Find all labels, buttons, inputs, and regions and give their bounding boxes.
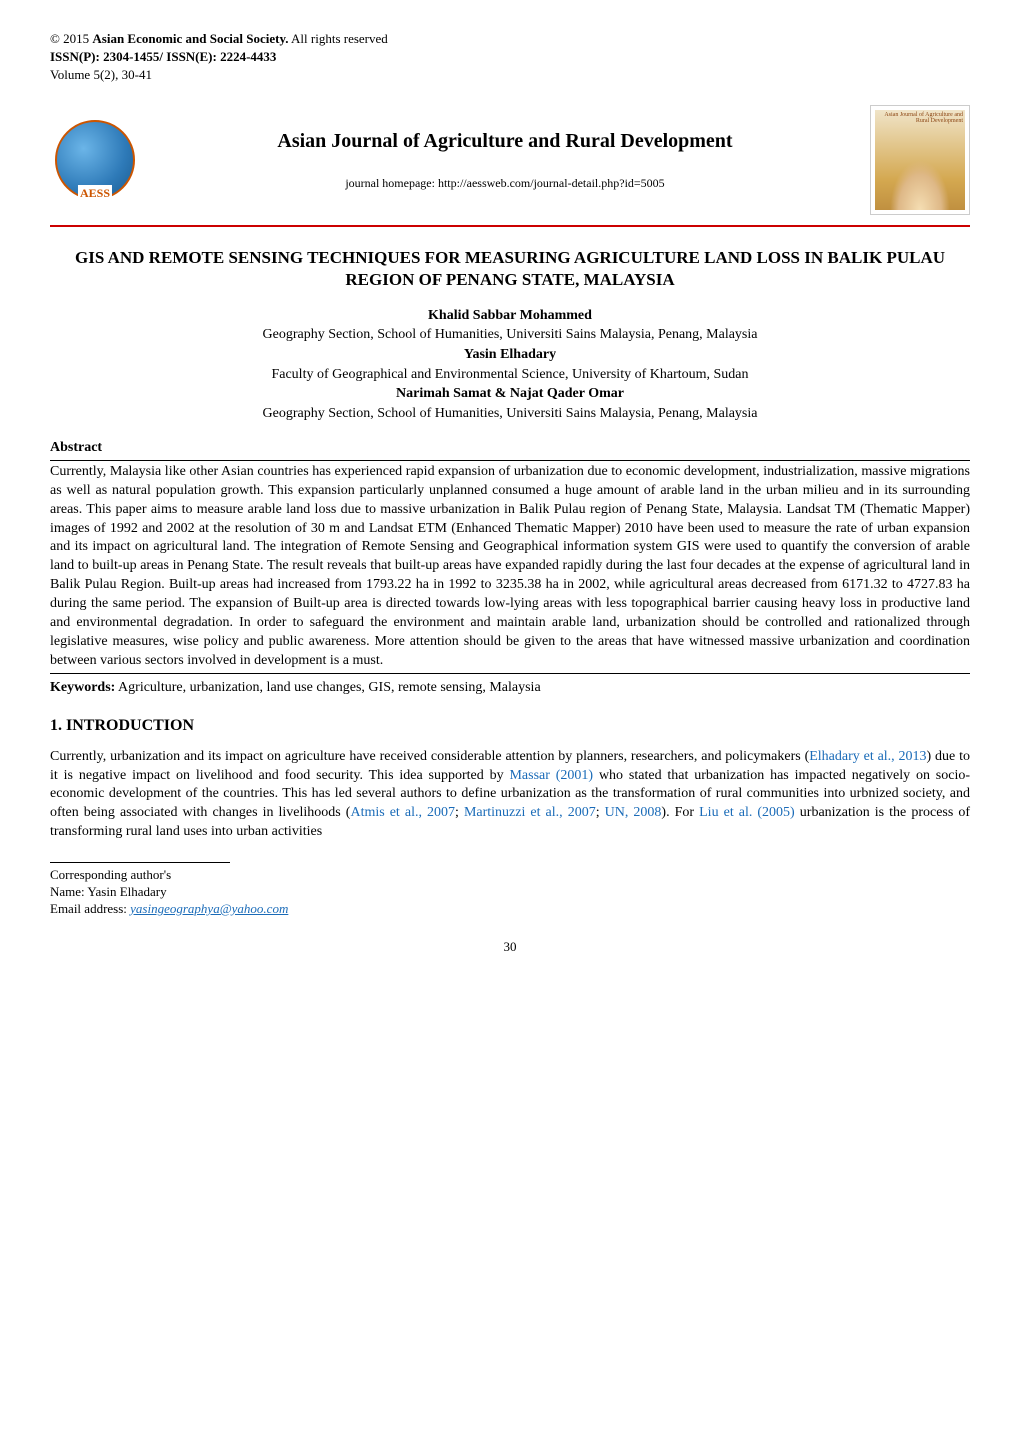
footnote-name-line: Name: Yasin Elhadary [50,884,970,901]
authors-block: Khalid Sabbar Mohammed Geography Section… [50,306,970,424]
affiliation-3: Geography Section, School of Humanities,… [50,404,970,424]
abstract-bottom-rule [50,673,970,674]
banner-center: Asian Journal of Agriculture and Rural D… [140,127,870,192]
citation-martinuzzi: Martinuzzi et al., 2007 [464,805,596,820]
abstract-text: Currently, Malaysia like other Asian cou… [50,463,970,671]
abstract-heading: Abstract [50,438,970,458]
introduction-heading: 1. INTRODUCTION [50,715,970,737]
keywords-text: Agriculture, urbanization, land use chan… [115,680,540,695]
footnote-block: Corresponding author's Name: Yasin Elhad… [50,867,970,918]
footnote-rule [50,862,230,863]
volume-line: Volume 5(2), 30-41 [50,66,970,84]
publisher-logo [50,115,140,205]
citation-massar: Massar (2001) [509,768,593,783]
globe-icon [55,120,135,200]
publication-header: © 2015 Asian Economic and Social Society… [50,30,970,85]
journal-banner: Asian Journal of Agriculture and Rural D… [50,95,970,227]
paper-title: GIS AND REMOTE SENSING TECHNIQUES FOR ME… [50,247,970,291]
footnote-email-line: Email address: yasingeographya@yahoo.com [50,901,970,918]
page-number: 30 [50,938,970,956]
citation-liu: Liu et al. (2005) [699,805,795,820]
society-name: Asian Economic and Social Society. [92,31,288,46]
footnote-name: Yasin Elhadary [87,884,166,899]
corresponding-author-label: Corresponding author's [50,867,970,884]
footnote-email-link[interactable]: yasingeographya@yahoo.com [130,901,288,916]
intro-part-0: Currently, urbanization and its impact o… [50,749,809,764]
journal-homepage: journal homepage: http://aessweb.com/jou… [150,175,860,192]
rights-text: All rights reserved [289,31,388,46]
journal-title: Asian Journal of Agriculture and Rural D… [150,127,860,155]
affiliation-1: Geography Section, School of Humanities,… [50,325,970,345]
intro-part-10: ). For [661,805,699,820]
author-name-1: Khalid Sabbar Mohammed [50,306,970,326]
citation-atmis: Atmis et al., 2007 [350,805,455,820]
wheat-icon [890,160,950,210]
journal-cover-thumbnail: Asian Journal of Agriculture and Rural D… [870,105,970,215]
author-name-2: Yasin Elhadary [50,345,970,365]
footnote-name-label: Name: [50,884,87,899]
affiliation-2: Faculty of Geographical and Environmenta… [50,365,970,385]
cover-image: Asian Journal of Agriculture and Rural D… [875,110,965,210]
footnote-email-label: Email address: [50,901,130,916]
abstract-top-rule [50,460,970,461]
intro-part-8: ; [596,805,605,820]
keywords-line: Keywords: Agriculture, urbanization, lan… [50,678,970,698]
citation-un: UN, 2008 [605,805,662,820]
cover-label: Asian Journal of Agriculture and Rural D… [875,112,963,125]
introduction-body: Currently, urbanization and its impact o… [50,748,970,842]
copyright-prefix: © 2015 [50,31,92,46]
author-name-3: Narimah Samat & Najat Qader Omar [50,384,970,404]
issn-line: ISSN(P): 2304-1455/ ISSN(E): 2224-4433 [50,48,970,66]
keywords-label: Keywords: [50,680,115,695]
intro-part-6: ; [455,805,464,820]
copyright-line: © 2015 Asian Economic and Social Society… [50,30,970,48]
citation-elhadary: Elhadary et al., 2013 [809,749,926,764]
